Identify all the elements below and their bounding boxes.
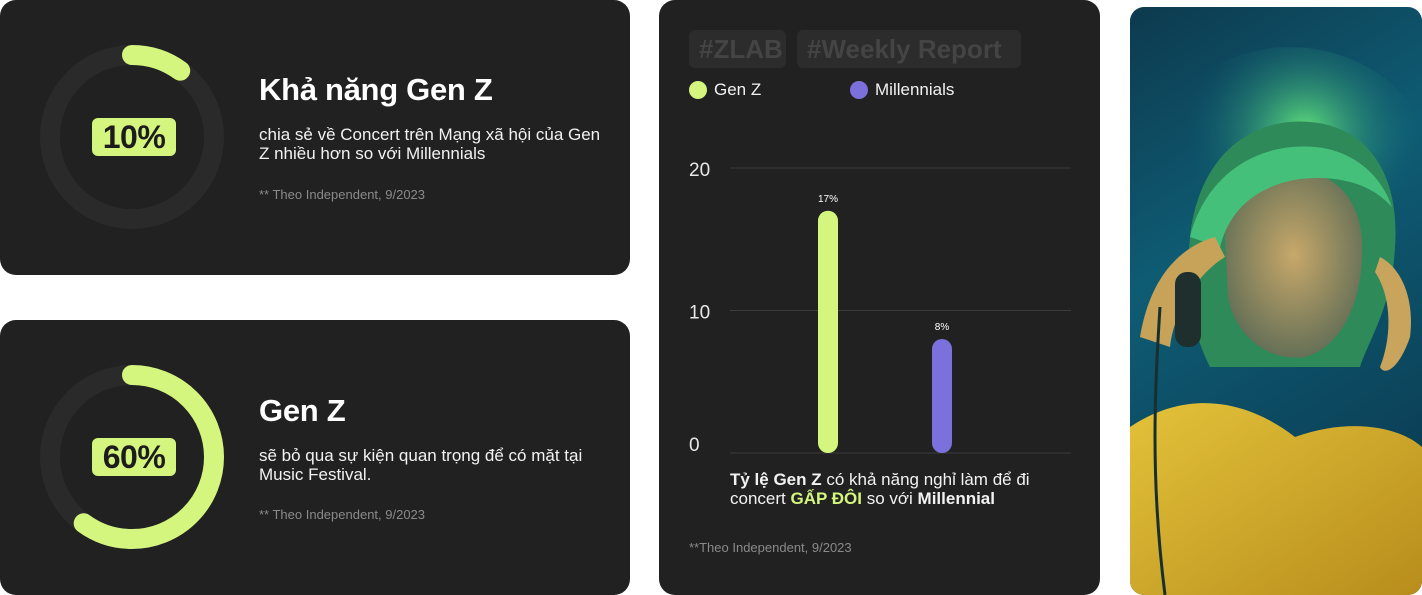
- bar-millennials: [932, 339, 952, 453]
- chart-source: **Theo Independent, 9/2023: [689, 540, 852, 555]
- note-text: so với: [861, 489, 918, 508]
- note-highlight-double: GẤP ĐÔI: [790, 489, 862, 508]
- stat-title-2: Gen Z: [259, 393, 346, 428]
- tag-zlab: #ZLAB: [689, 30, 786, 68]
- stat-card-1: 10% Khả năng Gen Z chia sẻ về Concert tr…: [0, 0, 630, 275]
- stat-title-1: Khả năng Gen Z: [259, 72, 493, 107]
- bar-data-label: 8%: [935, 322, 950, 333]
- legend-label: Gen Z: [714, 80, 762, 99]
- bar-data-label: 17%: [818, 194, 838, 205]
- progress-ring-arc: [40, 365, 224, 549]
- note-text: có khả năng nghỉ làm để đi concert: [730, 470, 1030, 508]
- progress-ring-2: [40, 365, 224, 549]
- note-highlight-millennial: Millennial: [917, 489, 995, 508]
- legend-item-millennials: Millennials: [850, 80, 954, 100]
- note-highlight-gen-z: Tỷ lệ Gen Z: [730, 470, 822, 489]
- stat-source-2: ** Theo Independent, 9/2023: [259, 507, 426, 522]
- stat-source-1: ** Theo Independent, 9/2023: [259, 187, 426, 202]
- legend-dot-icon: [850, 81, 868, 99]
- legend-label: Millennials: [875, 80, 955, 99]
- progress-ring-1: [40, 45, 224, 229]
- legend-item-gen-z: Gen Z: [689, 80, 761, 100]
- progress-ring-arc: [40, 45, 224, 229]
- chart-note: Tỷ lệ Gen Z có khả năng nghỉ làm để đi c…: [730, 470, 1070, 508]
- person-with-headphones-photo: [1130, 7, 1422, 595]
- bar-gen-z: [818, 210, 838, 453]
- stat-card-2: 60% Gen Z sẽ bỏ qua sự kiện quan trọng đ…: [0, 320, 630, 595]
- stat-description-1: chia sẻ về Concert trên Mạng xã hội của …: [259, 125, 601, 163]
- legend-dot-icon: [689, 81, 707, 99]
- percent-badge-2: 60%: [92, 438, 176, 476]
- tag-weekly-report: #Weekly Report: [797, 30, 1021, 68]
- percent-badge-1: 10%: [92, 118, 176, 156]
- y-tick-label: 20: [689, 160, 710, 181]
- bar-chart: 0 10 20 17% 8%: [689, 160, 1071, 456]
- report-chart-card: #ZLAB #Weekly Report Gen Z Millennials 0…: [659, 0, 1100, 595]
- photo-illustration: [1130, 7, 1422, 595]
- stat-description-2: sẽ bỏ qua sự kiện quan trọng để có mặt t…: [259, 446, 583, 484]
- y-tick-label: 10: [689, 303, 710, 324]
- y-tick-label: 0: [689, 435, 700, 456]
